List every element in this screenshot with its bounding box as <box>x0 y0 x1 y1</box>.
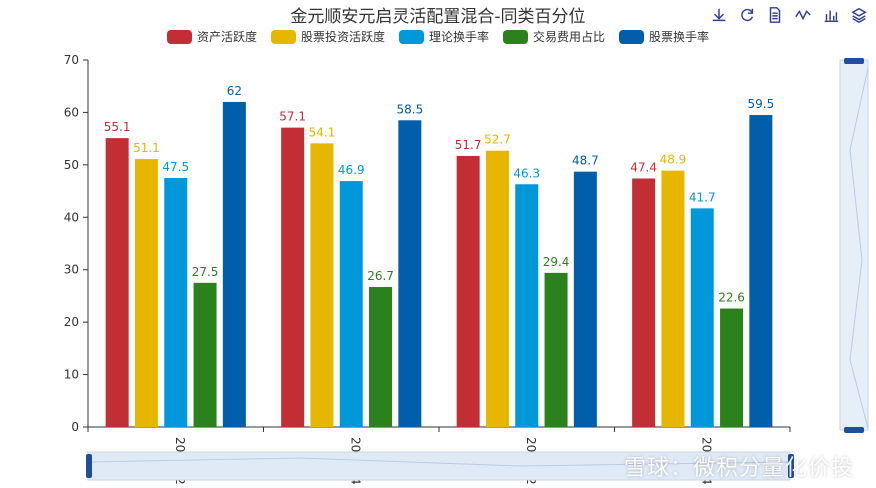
bar <box>369 287 393 427</box>
refresh-icon[interactable] <box>738 6 756 24</box>
bar <box>661 170 685 428</box>
y-tick-label: 10 <box>64 368 79 382</box>
bar <box>134 159 158 427</box>
bar <box>310 143 334 427</box>
x-zoom-handle <box>788 454 794 478</box>
data-label: 26.7 <box>367 269 394 283</box>
data-label: 51.7 <box>455 138 482 152</box>
legend-swatch <box>619 29 645 44</box>
legend-swatch <box>270 29 296 44</box>
y-tick-label: 20 <box>64 315 79 329</box>
legend-item[interactable]: 资产活跃度 <box>166 28 257 45</box>
bar <box>105 138 129 427</box>
y-zoom-handle <box>844 427 864 433</box>
bar <box>456 155 480 428</box>
legend-swatch <box>398 29 424 44</box>
y-data-zoom[interactable] <box>839 58 869 433</box>
x-zoom-shadow-line <box>87 457 791 467</box>
y-tick-label: 40 <box>64 210 79 224</box>
bar <box>398 120 422 428</box>
data-label: 47.5 <box>162 160 189 174</box>
legend-label: 理论换手率 <box>428 30 489 44</box>
data-label: 62 <box>227 84 242 98</box>
bar <box>544 272 568 427</box>
data-label: 59.5 <box>747 97 774 111</box>
bar <box>485 150 509 428</box>
legend-label: 资产活跃度 <box>196 30 257 44</box>
legend-swatch <box>166 29 192 44</box>
y-zoom-handle <box>844 58 864 64</box>
bar <box>281 127 305 427</box>
legend-item[interactable]: 股票换手率 <box>619 28 709 45</box>
bar-chart-icon[interactable] <box>822 6 840 24</box>
data-label: 55.1 <box>104 120 131 134</box>
bar <box>720 308 744 427</box>
data-label: 48.7 <box>572 154 599 168</box>
line-chart-icon[interactable] <box>794 6 812 24</box>
bar <box>749 115 773 428</box>
y-tick-label: 70 <box>64 53 79 67</box>
data-label: 57.1 <box>279 110 306 124</box>
y-tick-label: 0 <box>71 420 79 434</box>
data-label: 51.1 <box>133 141 160 155</box>
data-label: 22.6 <box>718 291 745 305</box>
bar <box>222 101 246 427</box>
x-data-zoom[interactable] <box>86 451 794 481</box>
legend-label: 股票换手率 <box>649 30 710 44</box>
bar <box>573 171 597 427</box>
legend-item[interactable]: 交易费用占比 <box>503 28 605 45</box>
data-label: 27.5 <box>192 265 219 279</box>
data-label: 46.3 <box>513 166 540 180</box>
x-zoom-handle <box>86 454 92 478</box>
bar <box>164 177 188 427</box>
toolbox <box>710 6 868 24</box>
y-tick-label: 60 <box>64 105 79 119</box>
data-label: 41.7 <box>689 190 716 204</box>
x-zoom-track <box>87 451 791 481</box>
bar <box>515 184 539 427</box>
data-label: 47.4 <box>630 160 657 174</box>
download-icon[interactable] <box>710 6 728 24</box>
bar <box>632 178 656 427</box>
y-tick-label: 50 <box>64 158 79 172</box>
legend-label: 股票投资活跃度 <box>300 30 385 44</box>
bar <box>339 181 363 427</box>
y-tick-label: 30 <box>64 263 79 277</box>
data-label: 48.9 <box>660 153 687 167</box>
legend-label: 交易费用占比 <box>533 30 606 44</box>
bar <box>690 208 714 427</box>
legend-item[interactable]: 理论换手率 <box>398 28 489 45</box>
data-label: 58.5 <box>396 102 423 116</box>
y-zoom-shadow-line <box>849 67 869 429</box>
stack-icon[interactable] <box>850 6 868 24</box>
bar <box>193 282 217 427</box>
legend: 资产活跃度 股票投资活跃度 理论换手率 交易费用占比 股票换手率 <box>0 28 876 45</box>
data-label: 52.7 <box>484 133 511 147</box>
y-zoom-track <box>839 59 869 431</box>
data-view-icon[interactable] <box>766 6 784 24</box>
chart-title: 金元顺安元启灵活配置混合-同类百分位 <box>290 7 586 27</box>
data-label: 46.9 <box>338 163 365 177</box>
legend-item[interactable]: 股票投资活跃度 <box>270 28 385 45</box>
legend-swatch <box>503 29 528 44</box>
data-label: 29.4 <box>543 255 570 269</box>
data-label: 54.1 <box>309 125 336 139</box>
watermark: 雪球：微积分量化价投 <box>623 456 854 481</box>
